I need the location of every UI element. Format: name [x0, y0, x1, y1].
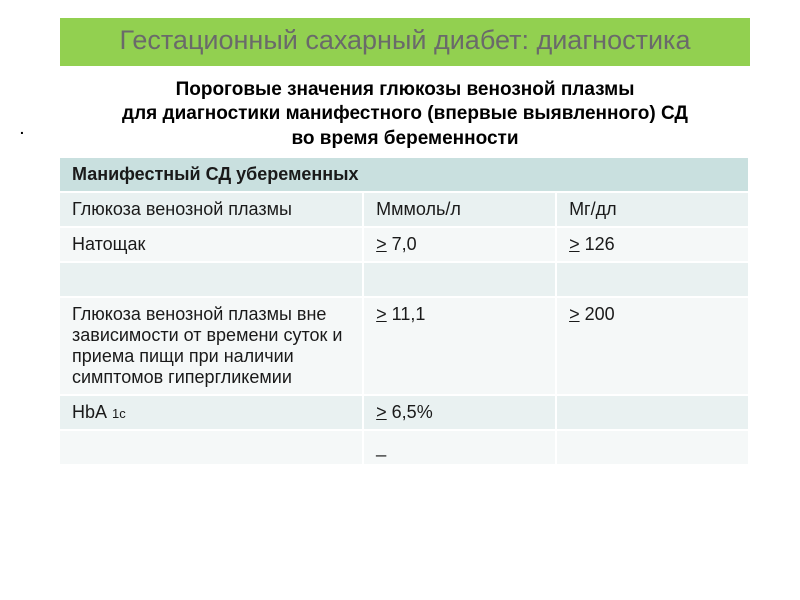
table-header-cell: Манифестный СД убеременных — [60, 158, 749, 192]
table-row: НbА 1с > 6,5% — [60, 395, 749, 430]
cell-value: > 6,5% — [363, 395, 556, 430]
bullet-dot: . — [20, 120, 24, 138]
ge-symbol: > — [376, 304, 387, 324]
subtitle-line-2: для диагностики манифестного (впервые вы… — [122, 103, 688, 124]
table-row: Глюкоза венозной плазмы Мммоль/л Мг/дл — [60, 192, 749, 227]
table-row: _ — [60, 430, 749, 465]
cell-empty — [556, 262, 749, 297]
cell-empty — [363, 262, 556, 297]
subtitle-line-1: Пороговые значения глюкозы венозной плаз… — [176, 79, 635, 100]
cell-empty — [60, 262, 363, 297]
cell-number: 200 — [580, 304, 615, 324]
threshold-table: Манифестный СД убеременных Глюкоза веноз… — [60, 158, 750, 466]
table-row: Натощак > 7,0 > 126 — [60, 227, 749, 262]
cell-dash: _ — [363, 430, 556, 465]
cell-value: > 200 — [556, 297, 749, 395]
cell-empty — [556, 430, 749, 465]
cell-param: Глюкоза венозной плазмы вне зависимости … — [60, 297, 363, 395]
subtitle-line-3: во время беременности — [291, 128, 518, 149]
cell-unit-mmol: Мммоль/л — [363, 192, 556, 227]
ge-symbol: > — [569, 234, 580, 254]
table-row-empty — [60, 262, 749, 297]
cell-empty — [60, 430, 363, 465]
cell-value: > 11,1 — [363, 297, 556, 395]
ge-symbol: > — [376, 402, 387, 422]
subtitle: . Пороговые значения глюкозы венозной пл… — [60, 78, 750, 152]
cell-empty — [556, 395, 749, 430]
cell-param: Глюкоза венозной плазмы — [60, 192, 363, 227]
cell-param: Натощак — [60, 227, 363, 262]
ge-symbol: > — [569, 304, 580, 324]
cell-number: 11,1 — [387, 304, 426, 324]
hba-sub: 1с — [112, 406, 126, 421]
slide-title-banner: Гестационный сахарный диабет: диагностик… — [60, 18, 750, 66]
cell-value: > 126 — [556, 227, 749, 262]
cell-param-hba1c: НbА 1с — [60, 395, 363, 430]
table-header-row: Манифестный СД убеременных — [60, 158, 749, 192]
ge-symbol: > — [376, 234, 387, 254]
cell-number: 126 — [580, 234, 615, 254]
cell-value: > 7,0 — [363, 227, 556, 262]
slide: Гестационный сахарный диабет: диагностик… — [0, 0, 800, 486]
hba-main: НbА — [72, 402, 112, 422]
cell-number: 6,5% — [387, 402, 433, 422]
cell-unit-mgdl: Мг/дл — [556, 192, 749, 227]
table-row: Глюкоза венозной плазмы вне зависимости … — [60, 297, 749, 395]
cell-number: 7,0 — [387, 234, 417, 254]
